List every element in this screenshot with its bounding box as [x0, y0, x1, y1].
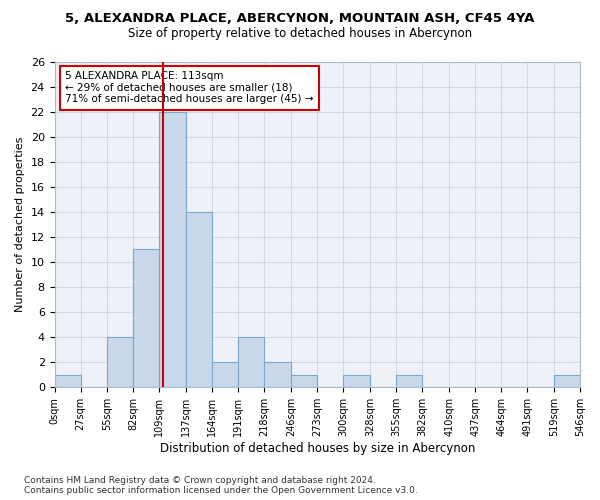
Bar	[291, 375, 317, 388]
Bar	[238, 337, 265, 388]
Bar	[396, 375, 422, 388]
Bar	[133, 250, 160, 388]
Bar	[55, 375, 80, 388]
X-axis label: Distribution of detached houses by size in Abercynon: Distribution of detached houses by size …	[160, 442, 475, 455]
Bar	[187, 212, 212, 388]
Bar	[554, 375, 580, 388]
Text: Size of property relative to detached houses in Abercynon: Size of property relative to detached ho…	[128, 28, 472, 40]
Text: 5 ALEXANDRA PLACE: 113sqm
← 29% of detached houses are smaller (18)
71% of semi-: 5 ALEXANDRA PLACE: 113sqm ← 29% of detac…	[65, 72, 314, 104]
Text: Contains HM Land Registry data © Crown copyright and database right 2024.
Contai: Contains HM Land Registry data © Crown c…	[24, 476, 418, 495]
Text: 5, ALEXANDRA PLACE, ABERCYNON, MOUNTAIN ASH, CF45 4YA: 5, ALEXANDRA PLACE, ABERCYNON, MOUNTAIN …	[65, 12, 535, 26]
Bar	[212, 362, 238, 388]
Bar	[265, 362, 291, 388]
Y-axis label: Number of detached properties: Number of detached properties	[15, 136, 25, 312]
Bar	[160, 112, 187, 388]
Bar	[107, 337, 133, 388]
Bar	[343, 375, 370, 388]
